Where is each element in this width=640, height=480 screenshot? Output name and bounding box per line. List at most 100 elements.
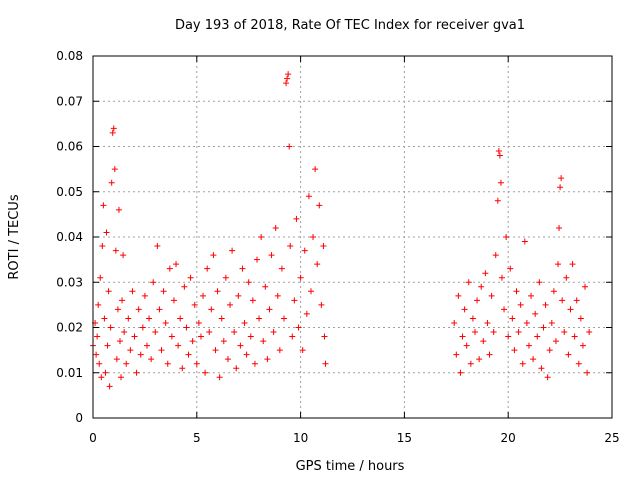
data-point bbox=[231, 329, 238, 336]
data-point bbox=[258, 234, 265, 240]
data-point bbox=[110, 125, 117, 132]
data-point bbox=[530, 356, 537, 363]
data-point bbox=[536, 279, 543, 286]
data-point bbox=[488, 292, 495, 299]
data-point bbox=[129, 288, 136, 295]
data-point bbox=[486, 351, 493, 358]
data-point bbox=[280, 315, 287, 322]
data-point bbox=[141, 292, 148, 299]
data-point bbox=[97, 274, 104, 281]
data-point bbox=[264, 356, 271, 363]
data-point bbox=[478, 283, 485, 290]
data-point bbox=[239, 265, 246, 272]
data-point bbox=[571, 333, 578, 340]
data-point bbox=[120, 252, 127, 259]
data-point bbox=[206, 329, 213, 336]
data-point bbox=[235, 292, 242, 299]
data-point bbox=[503, 234, 510, 240]
data-point bbox=[496, 152, 503, 159]
data-point bbox=[222, 274, 229, 281]
data-point bbox=[111, 166, 118, 173]
data-point bbox=[457, 369, 464, 376]
data-point bbox=[517, 301, 524, 308]
data-point bbox=[299, 347, 306, 354]
data-point bbox=[208, 306, 215, 313]
data-point bbox=[245, 279, 252, 286]
data-point bbox=[216, 374, 223, 381]
data-point bbox=[540, 324, 547, 331]
data-point bbox=[104, 342, 111, 349]
x-tick-label: 15 bbox=[397, 431, 412, 445]
data-point bbox=[532, 310, 539, 317]
data-point bbox=[295, 324, 302, 331]
data-point bbox=[114, 306, 121, 313]
data-point bbox=[525, 342, 532, 349]
y-tick-label: 0 bbox=[75, 411, 83, 425]
data-point bbox=[546, 347, 553, 354]
data-point bbox=[118, 374, 125, 381]
data-point bbox=[254, 256, 261, 263]
data-point bbox=[567, 306, 574, 313]
data-point bbox=[453, 351, 460, 358]
data-point bbox=[312, 166, 319, 173]
data-point bbox=[459, 333, 466, 340]
data-point bbox=[318, 301, 325, 308]
data-point bbox=[179, 365, 186, 372]
data-point bbox=[187, 274, 194, 281]
data-point bbox=[455, 292, 462, 299]
data-point bbox=[569, 261, 576, 268]
x-tick-label: 5 bbox=[193, 431, 201, 445]
data-point bbox=[586, 329, 593, 336]
data-point bbox=[166, 265, 173, 272]
data-point bbox=[102, 369, 109, 376]
data-point bbox=[173, 261, 180, 268]
data-point bbox=[492, 252, 499, 259]
data-point bbox=[507, 265, 514, 272]
chart-title: Day 193 of 2018, Rate Of TEC Index for r… bbox=[174, 18, 526, 33]
data-point bbox=[523, 319, 530, 326]
data-point bbox=[106, 383, 113, 390]
data-point bbox=[287, 243, 294, 250]
data-point bbox=[135, 306, 142, 313]
data-point bbox=[519, 360, 526, 367]
x-axis-ticks: 0 5 10 15 20 25 bbox=[89, 56, 620, 445]
data-point bbox=[220, 338, 227, 345]
data-point bbox=[268, 252, 275, 259]
x-tick-label: 10 bbox=[293, 431, 308, 445]
data-point bbox=[320, 243, 327, 250]
data-point bbox=[480, 338, 487, 345]
data-point bbox=[494, 197, 501, 204]
data-point bbox=[131, 333, 138, 340]
data-point bbox=[307, 288, 314, 295]
data-point bbox=[227, 301, 234, 308]
data-point bbox=[305, 193, 312, 200]
data-point bbox=[121, 329, 128, 336]
data-point bbox=[542, 301, 549, 308]
data-point bbox=[544, 374, 551, 381]
data-point bbox=[316, 202, 323, 209]
data-point bbox=[555, 261, 562, 268]
data-point bbox=[164, 360, 171, 367]
data-point bbox=[96, 360, 103, 367]
data-point bbox=[278, 265, 285, 272]
data-point bbox=[556, 224, 563, 231]
x-axis-label: GPS time / hours bbox=[296, 459, 405, 474]
data-point bbox=[160, 288, 167, 295]
data-point bbox=[202, 369, 209, 376]
data-point bbox=[538, 365, 545, 372]
data-point bbox=[181, 283, 188, 290]
data-point bbox=[550, 288, 557, 295]
data-point bbox=[266, 306, 273, 313]
data-point bbox=[204, 265, 211, 272]
x-tick-label: 0 bbox=[89, 431, 97, 445]
data-point bbox=[291, 297, 298, 304]
data-point bbox=[229, 247, 236, 254]
data-point bbox=[99, 243, 106, 250]
data-point bbox=[139, 324, 146, 331]
data-point bbox=[513, 288, 520, 295]
data-point bbox=[498, 274, 505, 281]
data-point bbox=[123, 360, 130, 367]
data-point bbox=[127, 347, 134, 354]
data-point bbox=[283, 80, 290, 87]
data-point bbox=[467, 360, 474, 367]
